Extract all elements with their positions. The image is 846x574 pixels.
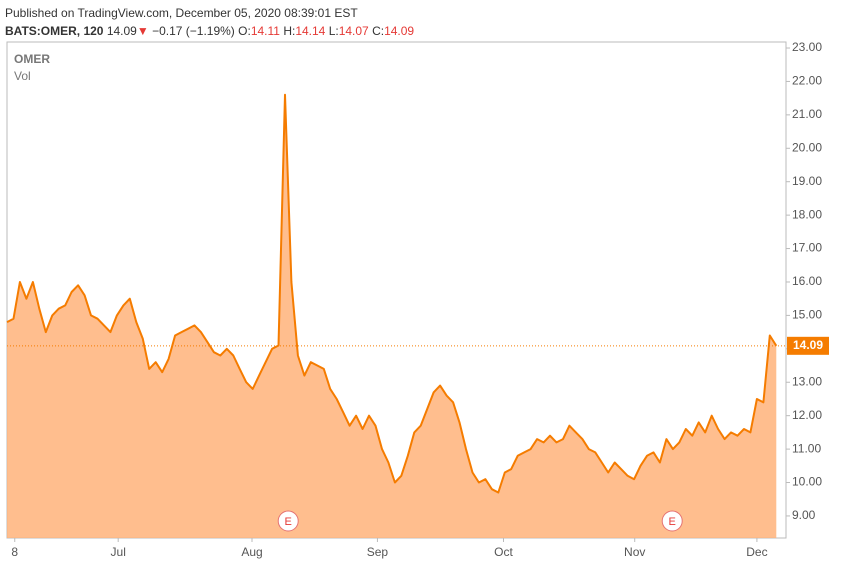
last-price-box bbox=[787, 336, 829, 355]
high: 14.14 bbox=[295, 24, 326, 38]
change: −0.17 (−1.19%) bbox=[152, 24, 235, 38]
arrow: ▼ bbox=[136, 24, 149, 38]
h-label: H: bbox=[283, 24, 296, 38]
x-tick-label: Jul bbox=[111, 545, 126, 559]
y-tick-label: 13.00 bbox=[792, 374, 822, 388]
area-fill bbox=[7, 94, 777, 539]
y-tick-label: 19.00 bbox=[792, 174, 822, 188]
l-label: L: bbox=[328, 24, 339, 38]
open: 14.11 bbox=[250, 24, 280, 38]
header: Published on TradingView.com, December 0… bbox=[5, 4, 414, 40]
legend-item: Vol bbox=[14, 69, 31, 83]
x-tick-label: Oct bbox=[494, 545, 513, 559]
y-tick-label: 16.00 bbox=[792, 274, 822, 288]
y-tick-label: 21.00 bbox=[792, 107, 822, 121]
x-tick-label: Aug bbox=[241, 545, 262, 559]
x-tick-label: Nov bbox=[624, 545, 645, 559]
y-tick-label: 9.00 bbox=[792, 508, 816, 522]
y-tick-label: 20.00 bbox=[792, 140, 822, 154]
x-tick-label: Dec bbox=[746, 545, 767, 559]
legend-item: OMER bbox=[14, 52, 50, 66]
close: 14.09 bbox=[384, 24, 415, 38]
y-tick-label: 12.00 bbox=[792, 408, 822, 422]
price-line bbox=[6, 93, 778, 494]
quote-line: BATS:OMER, 120 14.09▼ −0.17 (−1.19%) O:1… bbox=[5, 22, 414, 40]
published: Published on TradingView.com, December 0… bbox=[5, 6, 358, 20]
x-tick-label: 8 bbox=[11, 545, 18, 559]
o-label: O: bbox=[238, 24, 251, 38]
price: 14.09 bbox=[106, 24, 137, 38]
earnings-label: E bbox=[669, 516, 676, 528]
y-tick-label: 17.00 bbox=[792, 241, 822, 255]
y-tick-label: 18.00 bbox=[792, 207, 822, 221]
c-label: C: bbox=[372, 24, 385, 38]
earnings-marker bbox=[277, 510, 299, 532]
y-tick-label: 11.00 bbox=[792, 441, 821, 455]
last-price-label: 14.09 bbox=[793, 338, 823, 352]
low: 14.07 bbox=[338, 24, 369, 38]
y-tick-label: 10.00 bbox=[792, 475, 822, 489]
x-tick-label: Sep bbox=[367, 545, 389, 559]
y-tick-label: 23.00 bbox=[792, 40, 822, 54]
symbol: BATS:OMER, 120 bbox=[5, 24, 104, 38]
earnings-marker bbox=[661, 510, 683, 532]
y-tick-label: 15.00 bbox=[792, 308, 822, 322]
earnings-label: E bbox=[285, 516, 292, 528]
y-tick-label: 22.00 bbox=[792, 74, 822, 88]
